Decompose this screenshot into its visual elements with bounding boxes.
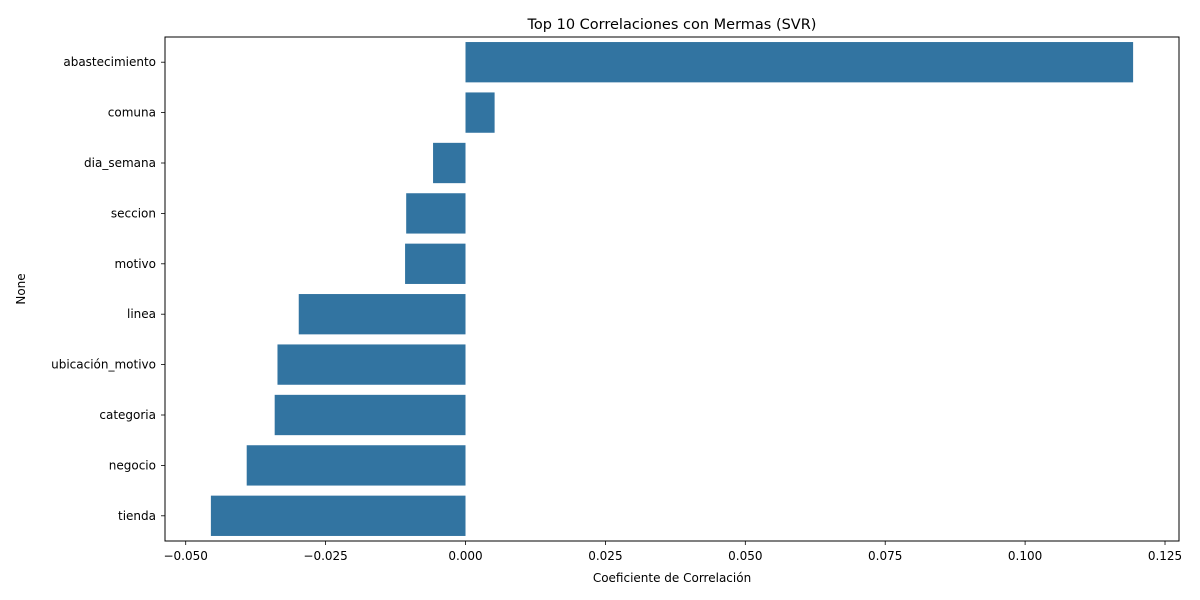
x-tick-label-6: 0.100 — [1008, 549, 1042, 563]
bars-group — [210, 42, 1134, 536]
x-tick-label-0: −0.050 — [163, 549, 207, 563]
y-tick-label-7: categoria — [99, 408, 156, 422]
bar-8 — [246, 445, 466, 486]
bar-4 — [405, 243, 466, 284]
bar-7 — [274, 394, 466, 436]
y-tick-label-8: negocio — [109, 458, 156, 472]
x-tick-label-5: 0.075 — [868, 549, 902, 563]
y-tick-label-9: tienda — [118, 509, 156, 523]
y-tick-label-4: motivo — [114, 257, 156, 271]
bar-3 — [406, 193, 466, 234]
y-axis-label: None — [14, 273, 28, 304]
bar-1 — [465, 92, 495, 133]
chart-title: Top 10 Correlaciones con Mermas (SVR) — [527, 17, 817, 33]
plot-frame — [164, 36, 1180, 542]
x-tick-label-2: 0.000 — [448, 549, 482, 563]
y-tick-label-3: seccion — [111, 206, 156, 220]
y-tick-label-6: ubicación_motivo — [51, 358, 156, 372]
x-axis-label: Coeficiente de Correlación — [593, 571, 751, 585]
bar-5 — [298, 294, 466, 335]
bar-9 — [210, 495, 466, 536]
x-tick-label-7: 0.125 — [1148, 549, 1182, 563]
y-tick-label-0: abastecimiento — [63, 55, 156, 69]
y-tick-label-5: linea — [127, 307, 156, 321]
bar-2 — [433, 142, 466, 184]
y-tick-label-2: dia_semana — [84, 156, 156, 170]
y-tick-label-1: comuna — [108, 106, 156, 120]
x-axis-ticks: −0.050 −0.025 0.000 0.025 0.050 0.075 0.100 0.1… — [163, 541, 1182, 563]
bar-0 — [465, 42, 1134, 83]
x-tick-label-4: 0.050 — [728, 549, 762, 563]
x-tick-label-3: 0.025 — [588, 549, 622, 563]
bar-6 — [277, 344, 466, 385]
x-tick-label-1: −0.025 — [303, 549, 347, 563]
